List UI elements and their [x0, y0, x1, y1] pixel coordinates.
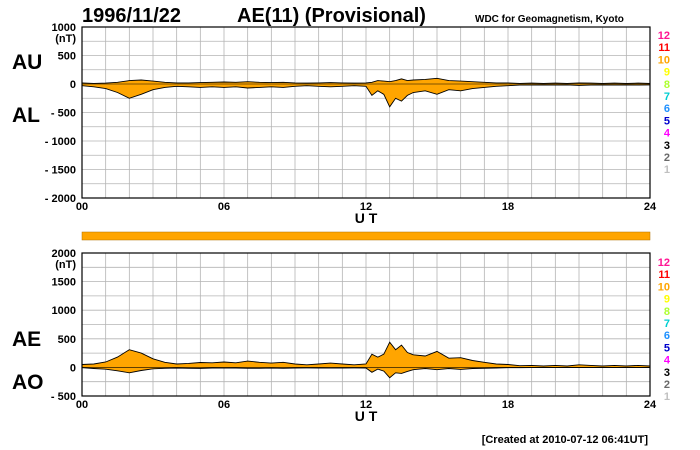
coverage-bar-fill [81, 231, 651, 241]
x-tick-label: 06 [218, 201, 230, 213]
y-tick-label: 1500 [52, 277, 76, 289]
x-tick-label: 12 [360, 201, 372, 213]
y-tick-label: - 500 [51, 108, 76, 120]
y-tick-label: 500 [58, 334, 76, 346]
x-axis-title: U T [355, 408, 378, 424]
level-label: 4 [664, 128, 671, 140]
level-label: 10 [658, 54, 670, 66]
level-label: 8 [664, 306, 670, 318]
y-tick-label: - 2000 [45, 193, 76, 205]
level-label: 1 [664, 391, 670, 403]
au-al-panel: 1000 500 0 - 500 - 1000 - 1500 - 2000 (nT) 00 06 1… [45, 22, 657, 226]
plot-frame [81, 26, 651, 199]
y-tick-label: 1000 [52, 305, 76, 317]
series-line-au [81, 77, 651, 84]
level-label: 1 [664, 164, 670, 176]
y-tick-label: 0 [70, 79, 76, 91]
ae-ao-panel: 2000 1500 1000 500 0 - 500 (nT) 00 06 12 18 24 U T [51, 248, 657, 424]
level-label: 2 [664, 379, 670, 391]
plot-frame [81, 252, 651, 397]
ao-label: AO [12, 371, 44, 394]
y-tick-label: 1000 [52, 22, 76, 34]
x-tick-label: 24 [644, 399, 657, 411]
x-tick-label: 18 [502, 201, 514, 213]
x-axis-title: U T [355, 210, 378, 226]
level-label: 11 [658, 269, 670, 281]
level-label: 9 [664, 294, 670, 306]
x-tick-label: 24 [644, 201, 657, 213]
plot-title: AE(11) (Provisional) [237, 5, 426, 27]
x-tick-label: 06 [218, 399, 230, 411]
level-label: 10 [658, 281, 670, 293]
x-tick-label: 00 [76, 201, 88, 213]
level-label: 5 [664, 115, 670, 127]
created-timestamp: [Created at 2010-07-12 06:41UT] [482, 434, 649, 446]
y-unit-label: (nT) [55, 33, 76, 45]
level-label: 7 [664, 318, 670, 330]
level-label: 12 [658, 30, 670, 42]
ae-label: AE [12, 328, 41, 351]
data-source: WDC for Geomagnetism, Kyoto [475, 14, 624, 25]
level-label: 12 [658, 257, 670, 269]
series-line-al [81, 84, 651, 108]
y-tick-label: 500 [58, 51, 76, 63]
y-tick-label: - 500 [51, 391, 76, 403]
level-label: 11 [658, 42, 670, 54]
level-label: 5 [664, 342, 670, 354]
plot-date: 1996/11/22 [82, 5, 181, 27]
x-tick-label: 00 [76, 399, 88, 411]
y-tick-label: - 1500 [45, 165, 76, 177]
level-label: 2 [664, 152, 670, 164]
y-tick-label: 2000 [52, 248, 76, 260]
au-label: AU [12, 51, 42, 74]
level-label: 3 [664, 140, 670, 152]
level-label: 6 [664, 330, 670, 342]
al-label: AL [12, 104, 40, 127]
level-label: 9 [664, 67, 670, 79]
level-label: 4 [664, 355, 671, 367]
level-label: 6 [664, 103, 670, 115]
level-label: 8 [664, 79, 670, 91]
series-line-ae [81, 341, 651, 367]
level-label: 7 [664, 91, 670, 103]
x-tick-label: 18 [502, 399, 514, 411]
y-tick-label: 0 [70, 362, 76, 374]
y-tick-label: - 1000 [45, 136, 76, 148]
coverage-bar [81, 231, 651, 241]
y-unit-label: (nT) [55, 259, 76, 271]
level-label: 3 [664, 367, 670, 379]
x-tick-label: 12 [360, 399, 372, 411]
